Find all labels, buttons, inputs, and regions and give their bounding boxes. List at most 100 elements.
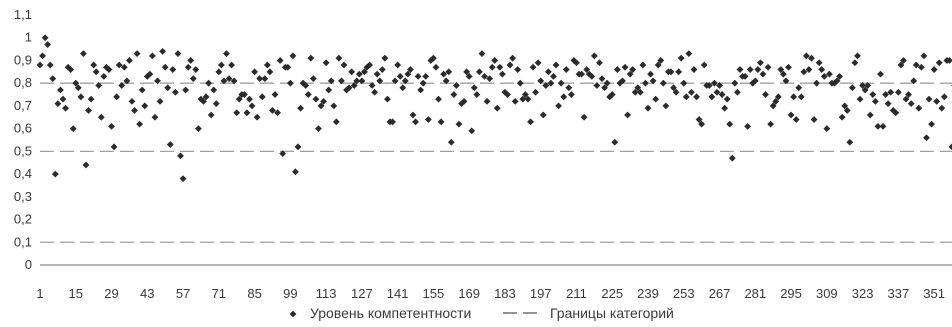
data-point	[179, 175, 187, 183]
data-point	[445, 68, 453, 76]
data-point	[905, 91, 912, 98]
data-point	[675, 68, 683, 76]
data-point	[496, 63, 504, 71]
data-point	[560, 93, 568, 101]
data-point	[805, 66, 813, 73]
data-point	[731, 79, 739, 87]
data-point	[271, 91, 279, 98]
data-point	[399, 84, 407, 92]
data-point	[948, 143, 952, 151]
data-point	[772, 97, 780, 105]
legend-label-boundary: Границы категорий	[550, 305, 674, 321]
data-point	[159, 47, 167, 55]
data-point	[841, 102, 849, 110]
x-tick-label: 1	[36, 286, 43, 301]
data-point	[330, 102, 338, 110]
data-point	[90, 61, 98, 69]
data-point	[848, 84, 856, 92]
data-point	[621, 63, 629, 71]
data-point	[136, 120, 144, 128]
x-tick-label: 351	[923, 286, 945, 301]
data-point	[453, 82, 460, 89]
data-point	[483, 97, 491, 105]
data-point	[613, 66, 621, 73]
data-point	[777, 66, 785, 73]
legend-label-points: Уровень компетентности	[310, 305, 471, 321]
data-point	[608, 91, 616, 98]
data-point	[39, 52, 46, 60]
data-point	[636, 88, 644, 96]
data-point	[286, 79, 294, 87]
data-point	[468, 127, 476, 135]
data-point	[539, 111, 547, 119]
x-tick-label: 15	[69, 286, 83, 301]
legend-diamond-marker	[289, 310, 297, 318]
data-point	[177, 152, 184, 160]
data-point	[146, 70, 154, 78]
data-point	[251, 68, 258, 76]
data-point	[524, 95, 532, 103]
y-tick-label: 0,7	[14, 98, 32, 113]
data-point	[235, 95, 243, 103]
data-point	[41, 34, 49, 42]
data-point	[243, 109, 251, 117]
data-point	[907, 100, 915, 108]
data-point	[215, 68, 223, 76]
data-point	[728, 154, 736, 162]
data-point	[470, 84, 478, 92]
data-point	[693, 93, 700, 101]
data-point	[557, 79, 565, 87]
data-point	[537, 77, 545, 85]
category-boundaries	[40, 82, 952, 243]
data-point	[672, 88, 680, 96]
data-point	[644, 104, 652, 112]
data-point	[69, 125, 77, 133]
data-point	[892, 109, 900, 117]
x-tick-label: 169	[458, 286, 480, 301]
data-point	[207, 111, 215, 119]
data-point	[657, 57, 665, 64]
data-point	[514, 66, 522, 73]
data-point	[368, 82, 376, 89]
data-point	[54, 100, 62, 108]
data-point	[373, 70, 381, 78]
x-tick-label: 141	[387, 286, 409, 301]
x-tick-label: 211	[566, 286, 587, 301]
y-tick-label: 0,3	[14, 189, 32, 204]
data-point	[391, 77, 399, 85]
data-point	[284, 63, 292, 71]
data-point	[682, 93, 690, 101]
data-point	[746, 66, 754, 73]
y-tick-label: 0,4	[14, 166, 32, 181]
data-point	[790, 93, 798, 101]
data-point	[332, 118, 340, 126]
data-point	[381, 54, 389, 62]
data-point	[851, 59, 859, 67]
x-tick-label: 183	[494, 286, 516, 301]
data-point	[498, 70, 506, 78]
data-point	[659, 79, 667, 87]
data-point	[396, 72, 404, 80]
data-point	[149, 52, 156, 60]
x-tick-label: 71	[212, 286, 226, 301]
data-point	[843, 107, 851, 114]
data-point	[246, 95, 253, 103]
data-point	[143, 72, 151, 80]
data-point	[877, 70, 884, 78]
data-point	[897, 61, 905, 69]
data-point	[532, 88, 539, 96]
data-point	[685, 50, 693, 58]
data-point	[825, 70, 833, 78]
data-point	[309, 75, 317, 83]
data-point	[228, 61, 235, 69]
data-point	[384, 95, 391, 103]
data-point	[516, 79, 524, 87]
data-point	[475, 68, 483, 76]
data-point	[261, 75, 269, 83]
data-point	[670, 84, 677, 92]
x-tick-label: 239	[637, 286, 659, 301]
data-point	[662, 102, 670, 110]
data-point	[269, 107, 276, 114]
data-point	[910, 77, 918, 85]
